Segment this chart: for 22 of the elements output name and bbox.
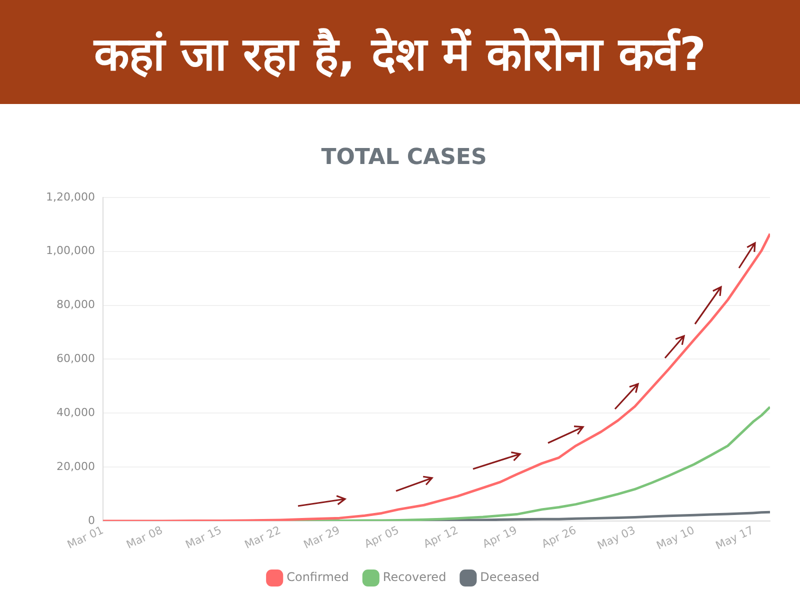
y-tick-label: 60,000: [56, 352, 95, 366]
y-tick-label: 1,00,000: [46, 244, 95, 258]
x-tick-label: Apr 05: [362, 524, 401, 551]
y-tick-label: 80,000: [56, 298, 95, 312]
x-tick-label: Apr 12: [421, 524, 460, 551]
y-tick-label: 20,000: [56, 460, 95, 473]
x-tick-label: Mar 08: [124, 524, 165, 552]
y-tick-label: 40,000: [56, 406, 95, 420]
x-tick-label: Mar 29: [302, 524, 342, 552]
chart-title: कहां जा रहा है, देश में कोरोना कर्व?: [0, 0, 800, 104]
y-tick-label: 1,20,000: [46, 190, 95, 204]
x-tick-label: May 10: [654, 524, 696, 552]
legend-label: Deceased: [480, 570, 540, 584]
legend-label: Confirmed: [286, 570, 349, 584]
x-tick-label: Apr 26: [540, 524, 578, 551]
legend-label: Recovered: [382, 570, 446, 584]
x-tick-label: Mar 22: [242, 524, 283, 552]
x-tick-label: Apr 19: [480, 524, 520, 551]
x-tick-label: May 17: [714, 524, 756, 552]
x-tick-label: Mar 15: [184, 524, 224, 552]
x-tick-label: May 03: [595, 524, 638, 552]
chart-subtitle: TOTAL CASES: [321, 144, 487, 170]
